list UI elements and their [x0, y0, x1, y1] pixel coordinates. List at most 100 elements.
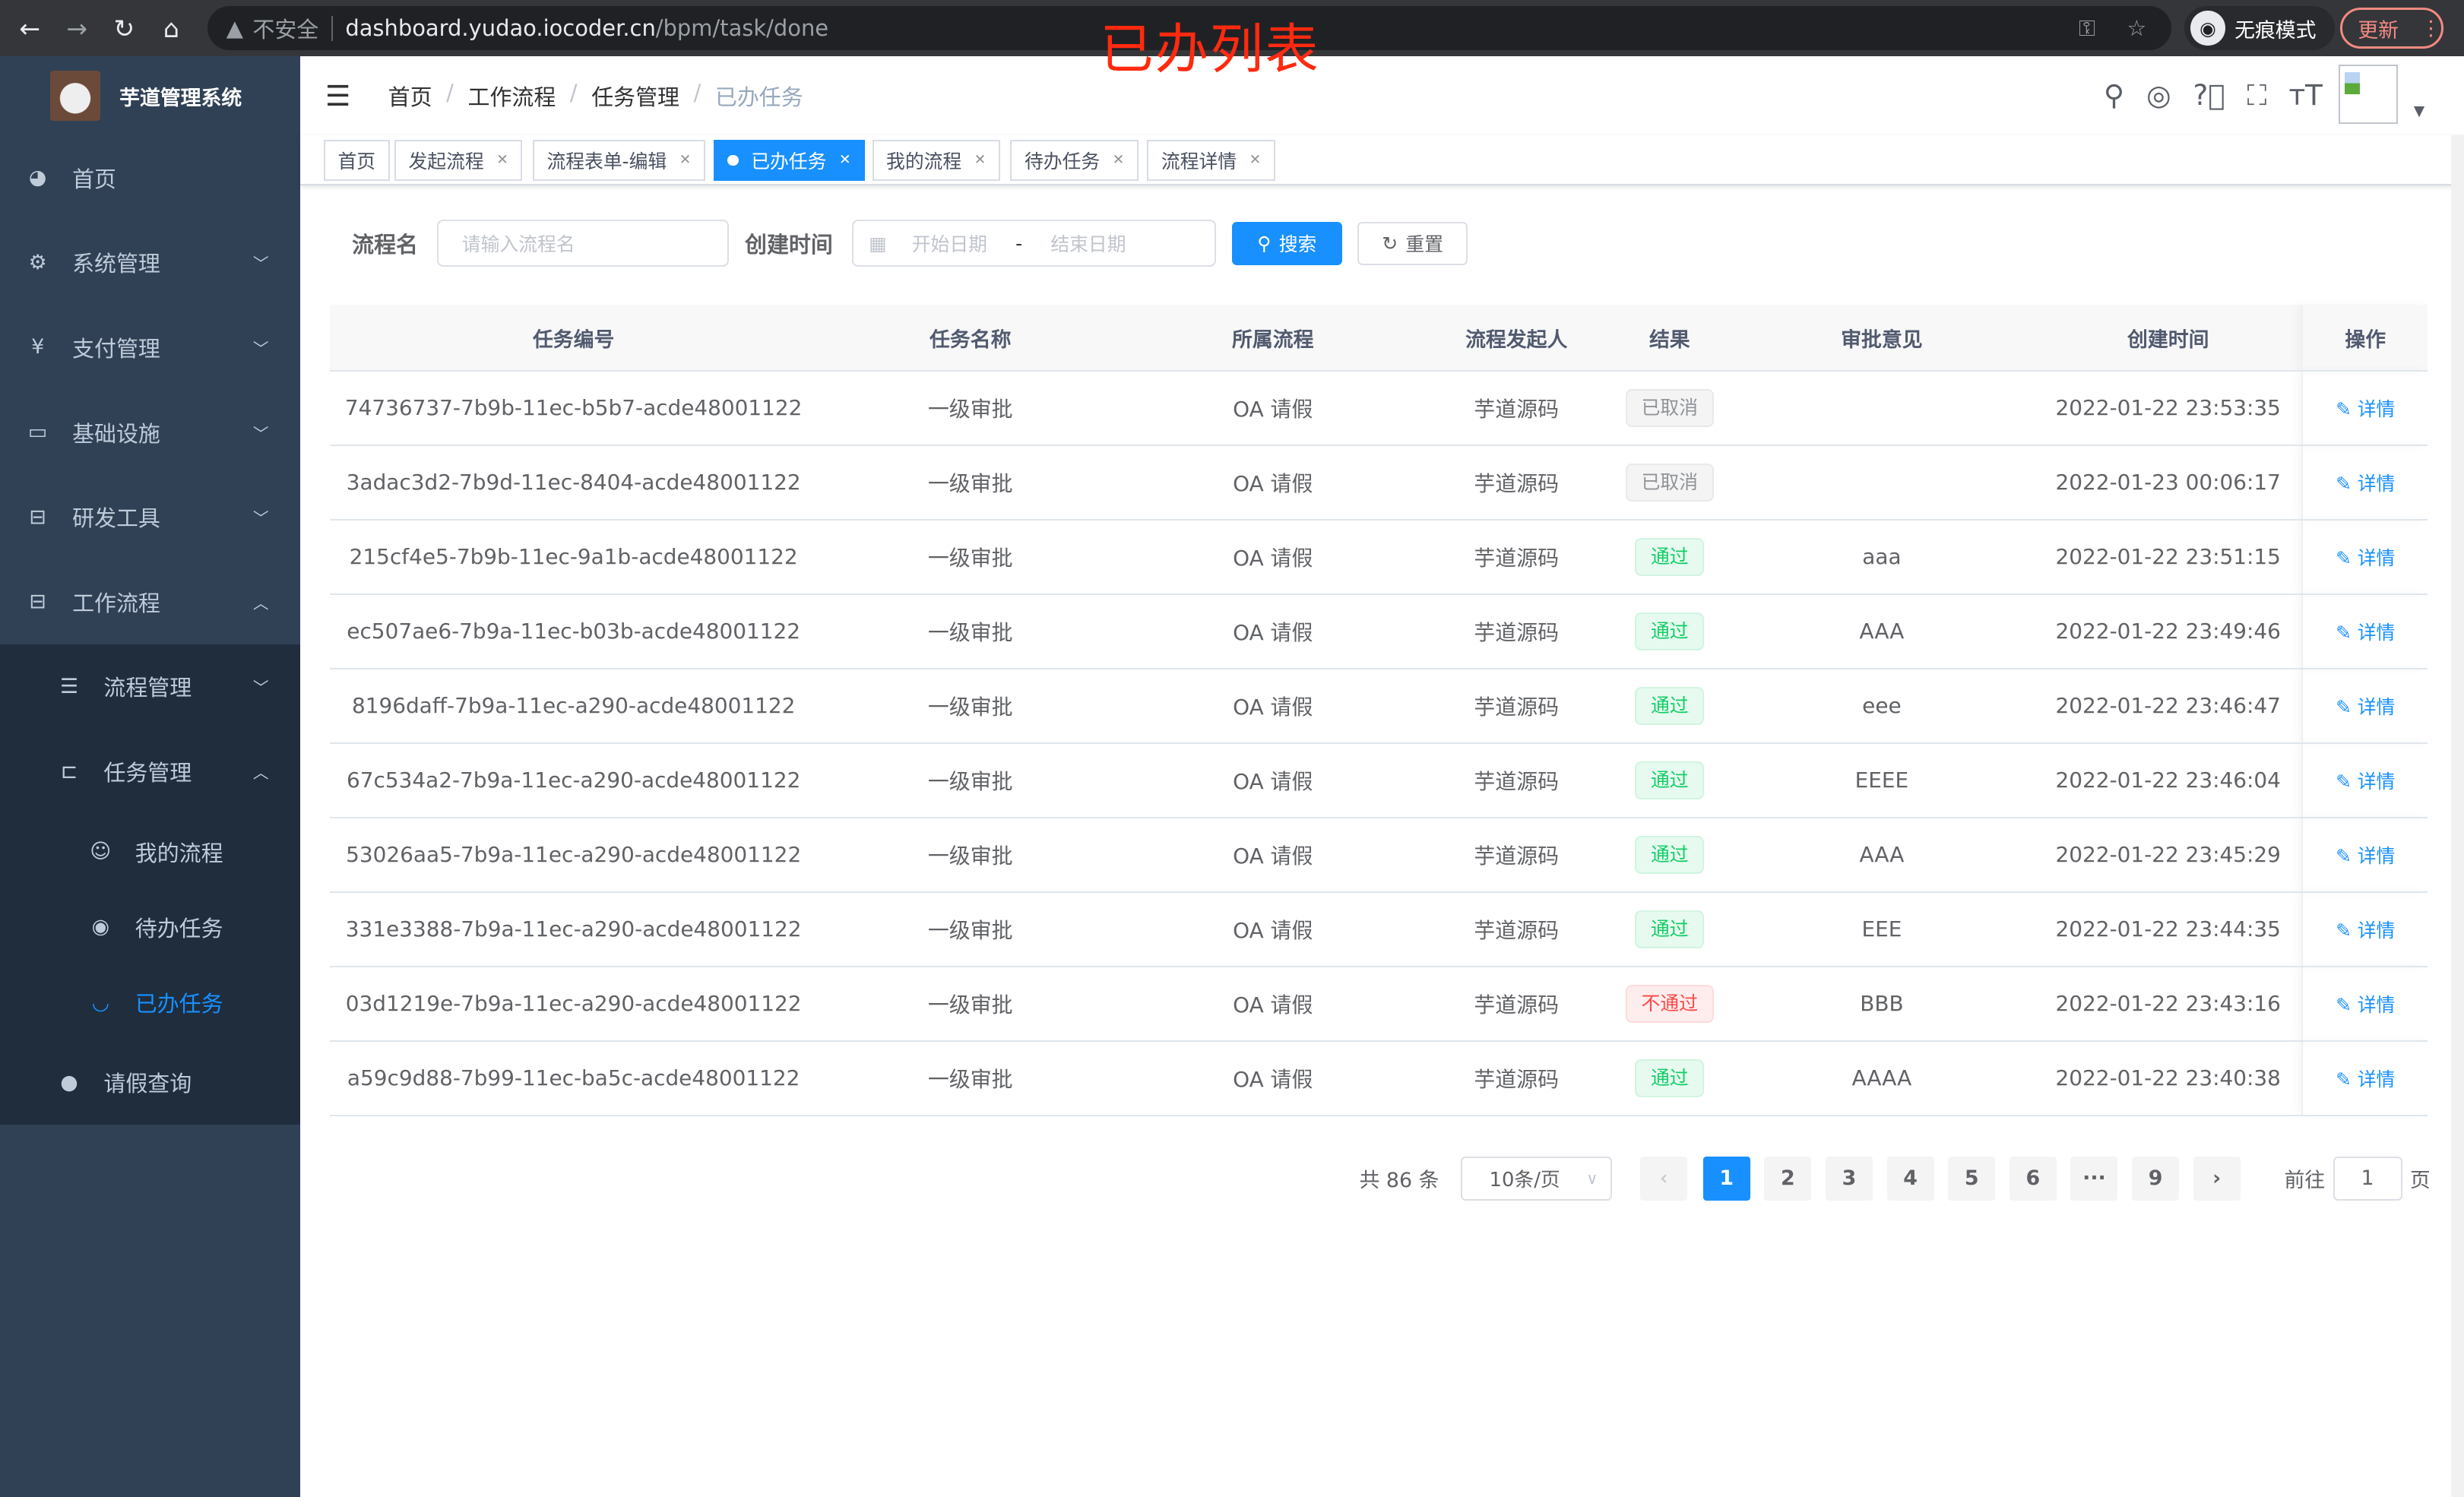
table-row: 331e3388-7b9a-11ec-a290-acde48001122 一级审批…: [330, 891, 2428, 967]
scrollbar[interactable]: [2451, 135, 2464, 1497]
prev-page-button[interactable]: ‹: [1640, 1156, 1688, 1201]
table-row: 3adac3d2-7b9d-11ec-8404-acde48001122 一级审批…: [330, 445, 2428, 521]
goto-page-input[interactable]: 1: [2333, 1156, 2402, 1201]
page-button[interactable]: 9: [2132, 1156, 2180, 1201]
page-button[interactable]: 5: [1948, 1156, 1996, 1201]
breadcrumb-item[interactable]: 工作流程: [467, 84, 556, 111]
sidebar-item-label: 支付管理: [72, 335, 160, 362]
edit-icon: ✎: [2336, 844, 2358, 867]
detail-link[interactable]: ✎ 详情: [2336, 771, 2395, 793]
page-button[interactable]: 6: [2009, 1156, 2057, 1201]
next-page-button[interactable]: ›: [2193, 1156, 2241, 1201]
github-icon[interactable]: ◎: [2146, 78, 2171, 112]
tag-label: 待办任务: [1024, 150, 1101, 172]
sidebar-item-home[interactable]: ◕ 首页: [0, 135, 300, 220]
detail-link[interactable]: ✎ 详情: [2336, 473, 2395, 495]
sidebar-item-done[interactable]: ◡ 已办任务: [0, 964, 300, 1040]
tag-form-edit[interactable]: 流程表单-编辑 ✕: [532, 140, 705, 181]
detail-link[interactable]: ✎ 详情: [2336, 622, 2395, 644]
detail-link[interactable]: ✎ 详情: [2336, 1068, 2395, 1090]
close-icon[interactable]: ✕: [496, 152, 508, 169]
tag-start-process[interactable]: 发起流程 ✕: [394, 140, 523, 181]
create-time-cell: 2022-01-22 23:46:47: [2035, 668, 2302, 744]
sidebar-item-workflow[interactable]: ⊟ 工作流程 ︿: [0, 559, 300, 644]
hamburger-icon[interactable]: ☰: [325, 79, 351, 113]
close-icon[interactable]: ✕: [679, 152, 692, 169]
date-range-picker[interactable]: ▦ 开始日期 - 结束日期: [851, 220, 1217, 267]
security-label: 不安全: [252, 17, 319, 43]
edit-icon: ✎: [2336, 397, 2358, 420]
process-cell: OA 请假: [1123, 445, 1423, 521]
status-badge: 通过: [1635, 538, 1705, 576]
sidebar-item-label: 任务管理: [103, 760, 192, 786]
search-button[interactable]: ⚲ 搜索: [1231, 221, 1342, 266]
sidebar-item-my-process[interactable]: ☺ 我的流程: [0, 814, 300, 889]
page-button[interactable]: 3: [1825, 1156, 1873, 1201]
page-button[interactable]: 1: [1702, 1156, 1750, 1201]
list-icon: ☰: [59, 674, 78, 698]
key-icon[interactable]: ⚿: [2079, 14, 2096, 41]
pagination: 共 86 条 10条/页 ∨ ‹ 1 2 3 4 5 6 ··· 9 › 前往 1 页: [1359, 1156, 2431, 1201]
sidebar-item-process-manage[interactable]: ☰ 流程管理 ﹀: [0, 644, 300, 730]
breadcrumb-item[interactable]: 任务管理: [591, 84, 679, 111]
avatar[interactable]: [2338, 64, 2399, 125]
sidebar-item-pay[interactable]: ¥ 支付管理 ﹀: [0, 305, 300, 390]
font-size-icon[interactable]: тT: [2288, 78, 2323, 112]
tag-process-detail[interactable]: 流程详情 ✕: [1147, 140, 1275, 181]
task-name-cell: 一级审批: [817, 519, 1124, 595]
logo[interactable]: 芋道管理系统: [0, 56, 300, 135]
address-bar[interactable]: ▲ 不安全 dashboard.yudao.iocoder.cn/bpm/tas…: [207, 6, 2172, 51]
sidebar-item-system[interactable]: ⚙ 系统管理 ﹀: [0, 220, 300, 305]
result-cell: 通过: [1610, 817, 1729, 893]
detail-link[interactable]: ✎ 详情: [2336, 547, 2395, 569]
sidebar-item-task-manage[interactable]: ⊏ 任务管理 ︿: [0, 729, 300, 814]
help-icon[interactable]: ?⃝: [2193, 78, 2225, 112]
sidebar-item-label: 流程管理: [103, 675, 192, 701]
more-icon[interactable]: ⋮: [2420, 16, 2441, 40]
create-time-cell: 2022-01-22 23:43:16: [2035, 966, 2302, 1042]
close-icon[interactable]: ✕: [974, 152, 987, 169]
sidebar-item-todo[interactable]: ◉ 待办任务: [0, 889, 300, 964]
tag-home[interactable]: 首页: [323, 140, 390, 181]
search-icon[interactable]: ⚲: [2103, 78, 2125, 112]
caret-down-icon[interactable]: ▼: [2413, 103, 2425, 120]
star-icon[interactable]: ☆: [2127, 14, 2147, 41]
tag-my-process[interactable]: 我的流程 ✕: [872, 140, 1000, 181]
back-icon[interactable]: ←: [19, 13, 41, 43]
update-button[interactable]: 更新 ⋮: [2339, 8, 2444, 49]
sidebar-item-devtools[interactable]: ⊟ 研发工具 ﹀: [0, 474, 300, 559]
app-title: 芋道管理系统: [119, 86, 242, 110]
home-icon[interactable]: ⌂: [163, 13, 179, 43]
close-icon[interactable]: ✕: [1112, 152, 1125, 169]
detail-link[interactable]: ✎ 详情: [2336, 398, 2395, 420]
page-button[interactable]: 2: [1764, 1156, 1812, 1201]
detail-link[interactable]: ✎ 详情: [2336, 845, 2395, 867]
tag-done-tasks[interactable]: 已办任务 ✕: [713, 140, 866, 181]
action-cell: ✎ 详情: [2301, 817, 2428, 893]
tag-todo[interactable]: 待办任务 ✕: [1010, 140, 1139, 181]
breadcrumb: 首页 / 工作流程 / 任务管理 / 已办任务: [388, 80, 803, 111]
sidebar-item-leave[interactable]: ● 请假查询: [0, 1040, 300, 1125]
close-icon[interactable]: ✕: [838, 152, 851, 169]
page-size-select[interactable]: 10条/页 ∨: [1461, 1156, 1612, 1201]
sidebar-item-label: 已办任务: [135, 991, 223, 1017]
annotation-title: 已办列表: [1100, 18, 1320, 81]
sidebar-item-infra[interactable]: ▭ 基础设施 ﹀: [0, 390, 300, 475]
page-button[interactable]: ···: [2070, 1156, 2118, 1201]
breadcrumb-item[interactable]: 首页: [388, 84, 432, 111]
detail-link[interactable]: ✎ 详情: [2336, 919, 2395, 942]
detail-link[interactable]: ✎ 详情: [2336, 696, 2395, 718]
detail-link[interactable]: ✎ 详情: [2336, 994, 2395, 1016]
create-time-label: 创建时间: [745, 232, 833, 258]
fullscreen-icon[interactable]: ⛶: [2247, 78, 2267, 112]
browser-toolbar: ← → ↻ ⌂ ▲ 不安全 dashboard.yudao.iocoder.cn…: [0, 0, 2464, 57]
close-icon[interactable]: ✕: [1249, 152, 1262, 169]
page-button[interactable]: 4: [1886, 1156, 1934, 1201]
forward-icon[interactable]: →: [66, 13, 88, 43]
incognito-badge[interactable]: ◉ 无痕模式: [2184, 6, 2336, 51]
process-cell: OA 请假: [1123, 742, 1423, 818]
process-name-input[interactable]: 请输入流程名: [436, 220, 730, 267]
reset-button[interactable]: ↻ 重置: [1357, 221, 1468, 266]
reload-icon[interactable]: ↻: [113, 13, 135, 43]
detail-label: 详情: [2357, 546, 2396, 569]
